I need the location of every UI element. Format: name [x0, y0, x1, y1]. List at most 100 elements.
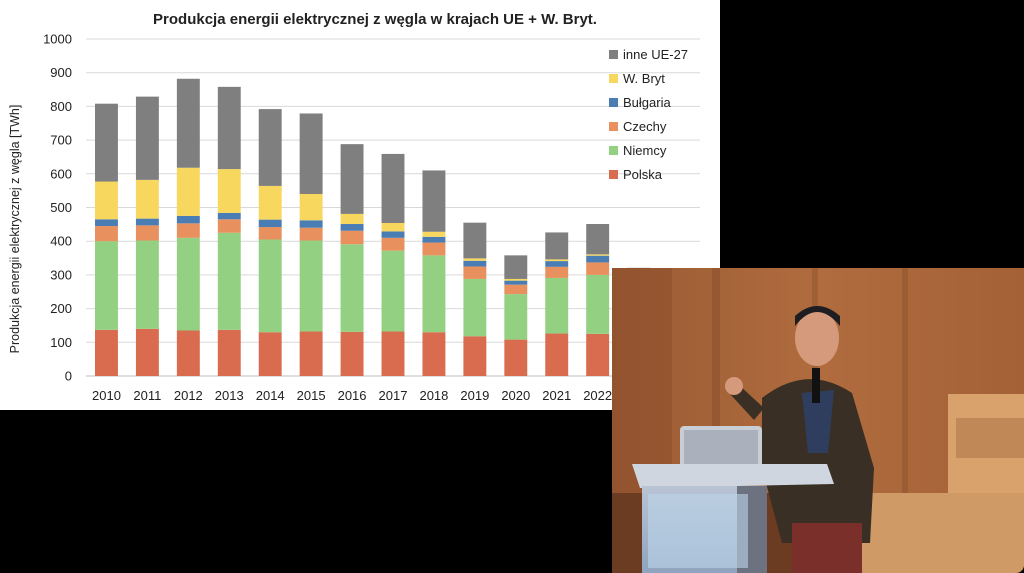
y-tick-label: 900	[50, 65, 72, 80]
x-tick-label: 2010	[92, 388, 121, 403]
bar-segment	[95, 241, 118, 330]
bar-segment	[381, 223, 405, 232]
bar-segment	[258, 227, 282, 240]
y-tick-labels: 0 100 200 300 400 500 600 700 800 900 1000	[43, 32, 72, 384]
bar-segment	[217, 232, 241, 330]
legend-label: W. Bryt	[623, 71, 665, 86]
bar-segment	[95, 103, 118, 182]
x-tick-label: 2018	[419, 388, 448, 403]
bar-segment	[299, 113, 323, 195]
bar-segment	[299, 240, 323, 332]
bar-segment	[340, 224, 364, 231]
bar-segment	[217, 169, 241, 213]
bar-segment	[422, 255, 446, 333]
bar-segment	[463, 260, 487, 267]
legend-swatch	[609, 50, 618, 59]
bar-segment	[545, 259, 569, 262]
bar-segment	[504, 255, 528, 279]
bar-segment	[135, 179, 159, 219]
legend-swatch	[609, 98, 618, 107]
legend-swatch	[609, 74, 618, 83]
bar-segment	[135, 96, 159, 180]
y-tick-label: 400	[50, 234, 72, 249]
bar-segment	[586, 255, 610, 263]
bar-segment	[381, 237, 405, 251]
y-tick-label: 800	[50, 99, 72, 114]
bar-segment	[217, 212, 241, 220]
bar-segment	[340, 244, 364, 332]
y-tick-label: 500	[50, 200, 72, 215]
bar-segment	[504, 280, 528, 285]
x-tick-label: 2016	[338, 388, 367, 403]
legend: inne UE-27 W. Bryt Bułgaria Czechy Niemcy Pol…	[609, 47, 688, 182]
bar-segment	[135, 225, 159, 241]
legend-label: Niemcy	[623, 143, 667, 158]
y-tick-label: 0	[65, 369, 72, 384]
x-tick-label: 2020	[501, 388, 530, 403]
y-tick-label: 600	[50, 166, 72, 181]
bar-segment	[340, 331, 364, 376]
bar-segment	[586, 333, 610, 376]
y-tick-label: 100	[50, 335, 72, 350]
bar-segment	[463, 266, 487, 279]
bar-segment	[299, 331, 323, 376]
bar-segment	[176, 167, 200, 216]
legend-label: Czechy	[623, 119, 667, 134]
bar-segment	[340, 144, 364, 214]
bar-segment	[545, 232, 569, 260]
legend-label: Bułgaria	[623, 95, 671, 110]
x-tick-label: 2017	[379, 388, 408, 403]
bar-segment	[381, 231, 405, 238]
bar-segment	[545, 261, 569, 267]
bar-segment	[463, 258, 487, 261]
bar-segment	[176, 330, 200, 376]
bar-segment	[586, 274, 610, 334]
y-tick-label: 700	[50, 133, 72, 148]
x-tick-label: 2014	[256, 388, 285, 403]
bar-segment	[258, 219, 282, 228]
bar-segment	[586, 254, 610, 256]
bar-segment	[258, 109, 282, 186]
bar-segment	[95, 329, 118, 376]
bar-segment	[545, 333, 569, 376]
legend-label: Polska	[623, 167, 663, 182]
bar-segment	[422, 236, 446, 243]
bar-segment	[545, 277, 569, 334]
bar-segment	[176, 215, 200, 224]
legend-swatch	[609, 146, 618, 155]
bar-segment	[340, 230, 364, 245]
bar-segment	[258, 185, 282, 220]
bar-segment	[381, 153, 405, 224]
bar-segment	[217, 219, 241, 233]
bar-segment	[463, 336, 487, 376]
y-axis-label: Produkcja energii elektrycznej z węgla […	[8, 105, 22, 354]
legend-swatch	[609, 122, 618, 131]
bar-segment	[135, 240, 159, 329]
x-tick-label: 2019	[460, 388, 489, 403]
bar-segment	[95, 226, 118, 242]
bar-segment	[340, 213, 364, 225]
bar-segment	[258, 332, 282, 376]
bar-segment	[422, 170, 446, 232]
bar-segment	[299, 220, 323, 228]
bar-segment	[463, 278, 487, 337]
bar-segment	[217, 329, 241, 376]
bar-segment	[299, 194, 323, 221]
y-tick-label: 300	[50, 267, 72, 282]
x-tick-label: 2022	[583, 388, 612, 403]
bar-segment	[95, 219, 118, 227]
bar-segment	[422, 231, 446, 237]
bar-segment	[381, 331, 405, 376]
bar-segment	[95, 181, 118, 220]
bar-segment	[504, 294, 528, 340]
x-tick-label: 2021	[542, 388, 571, 403]
bar-segment	[176, 237, 200, 331]
bar-segment	[504, 278, 528, 281]
legend-swatch	[609, 170, 618, 179]
bar-segment	[176, 223, 200, 238]
bar-segment	[299, 227, 323, 241]
bar-segment	[258, 239, 282, 333]
x-tick-label: 2013	[215, 388, 244, 403]
chart-title: Produkcja energii elektrycznej z węgla w…	[153, 11, 597, 28]
x-tick-label: 2011	[133, 388, 161, 403]
